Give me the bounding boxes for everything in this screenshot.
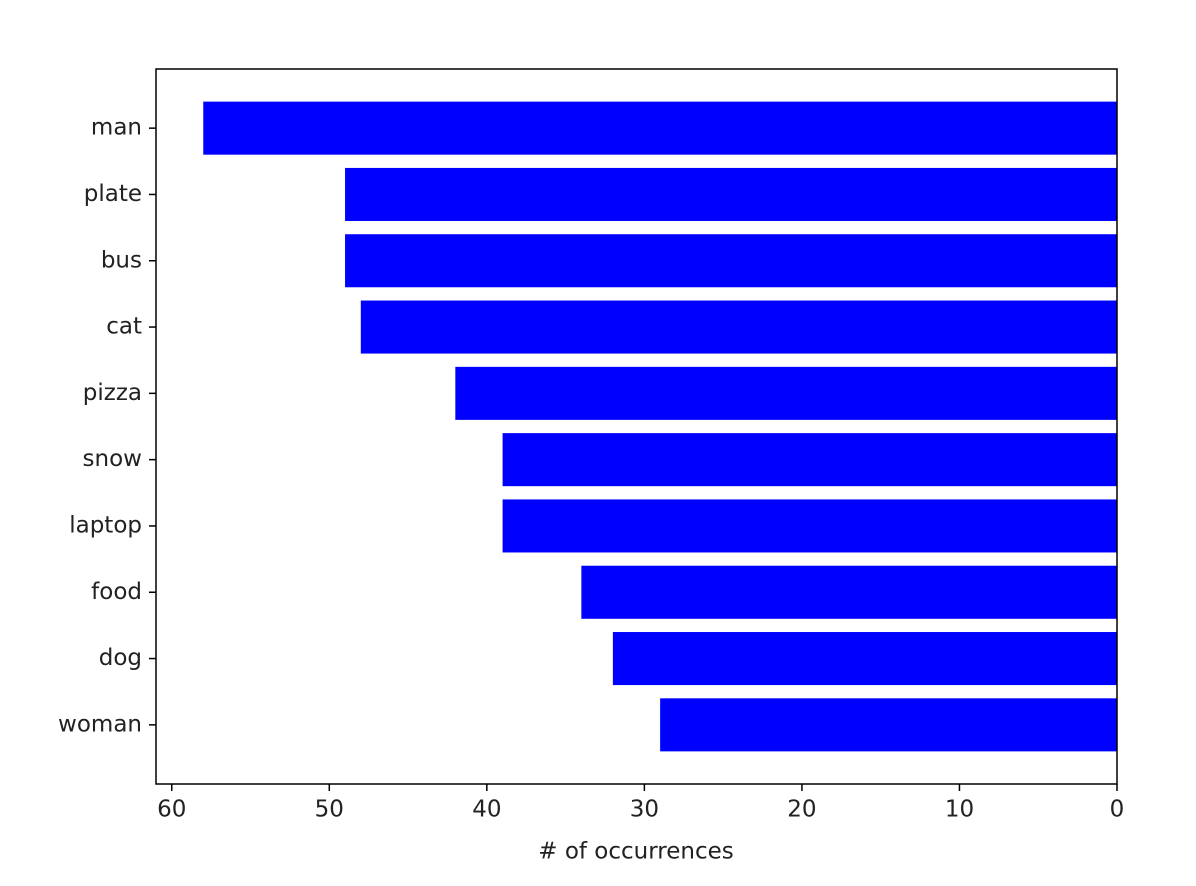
bar (502, 433, 1117, 487)
x-tick-label: 10 (945, 797, 974, 823)
x-tick-label: 60 (157, 797, 186, 823)
y-tick-label: woman (58, 711, 142, 737)
bar (345, 234, 1117, 288)
x-tick-label: 0 (1110, 797, 1125, 823)
bar (660, 698, 1117, 752)
y-tick-label: food (91, 579, 142, 605)
y-tick-label: plate (84, 181, 142, 207)
y-tick-label: man (91, 115, 142, 141)
bar (502, 499, 1117, 553)
bar (455, 366, 1117, 420)
x-tick-label: 20 (787, 797, 816, 823)
y-tick-label: dog (99, 645, 142, 671)
y-tick-label: laptop (69, 512, 142, 538)
bar (360, 300, 1117, 354)
bar (203, 101, 1117, 155)
x-axis-label: # of occurrences (538, 839, 734, 865)
x-tick-label: 40 (472, 797, 501, 823)
y-tick-label: snow (83, 446, 142, 472)
bar (612, 632, 1117, 686)
bar (581, 565, 1117, 619)
y-tick-label: cat (106, 314, 142, 340)
bar (345, 167, 1117, 221)
plot-frame (155, 68, 1118, 785)
y-tick-label: pizza (83, 380, 142, 406)
x-tick-label: 30 (630, 797, 659, 823)
y-tick-label: bus (101, 247, 142, 273)
x-tick-label: 50 (315, 797, 344, 823)
